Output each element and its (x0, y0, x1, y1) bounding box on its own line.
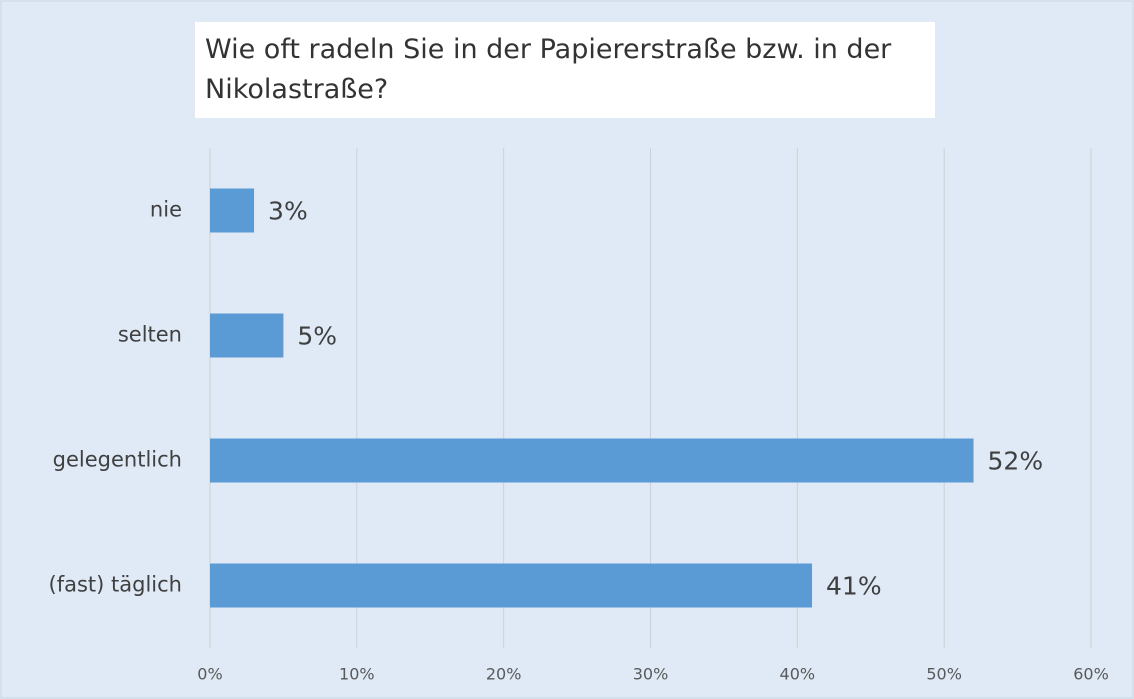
x-tick-label: 30% (633, 665, 669, 684)
x-tick-label: 0% (197, 665, 222, 684)
x-tick-label: 50% (926, 665, 962, 684)
data-label: 5% (297, 322, 337, 351)
data-label: 41% (826, 572, 882, 601)
y-tick-label: gelegentlich (53, 448, 182, 472)
y-tick-label: nie (150, 198, 182, 222)
chart-title: Wie oft radeln Sie in der Papiererstraße… (195, 22, 935, 118)
data-label: 3% (268, 197, 308, 226)
x-tick-label: 20% (486, 665, 522, 684)
x-tick-label: 60% (1073, 665, 1109, 684)
data-label: 52% (988, 447, 1044, 476)
bar (210, 563, 813, 608)
x-tick-label: 10% (339, 665, 375, 684)
y-tick-label: selten (118, 323, 182, 347)
bar (210, 438, 974, 483)
y-tick-label: (fast) täglich (49, 573, 182, 597)
bar (210, 313, 284, 358)
x-tick-label: 40% (780, 665, 816, 684)
bar (210, 188, 255, 233)
